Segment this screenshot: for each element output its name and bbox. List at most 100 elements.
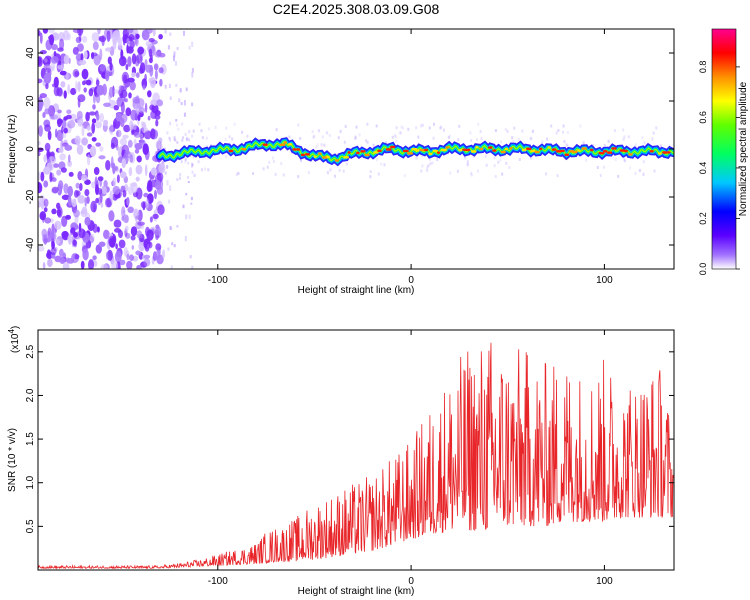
noise-blob bbox=[51, 44, 58, 51]
noise-blob bbox=[63, 183, 69, 194]
halo-speck bbox=[415, 126, 418, 130]
halo-speck bbox=[198, 122, 201, 126]
halo-speck bbox=[184, 132, 187, 136]
noise-blob bbox=[120, 171, 127, 179]
trace-peak bbox=[385, 148, 392, 151]
noise-blob bbox=[106, 249, 113, 261]
noise-speck bbox=[175, 119, 178, 122]
colorbar-ticks: 0.0 0.2 0.4 0.6 0.8 bbox=[698, 61, 740, 275]
noise-blob bbox=[126, 37, 130, 45]
noise-blob bbox=[57, 64, 63, 70]
noise-blob bbox=[128, 166, 133, 177]
halo-speck bbox=[395, 139, 398, 143]
noise-blob bbox=[86, 196, 90, 204]
trace-peak bbox=[547, 146, 551, 149]
halo-speck bbox=[541, 140, 544, 144]
trace-peak bbox=[436, 151, 441, 154]
halo-speck bbox=[197, 160, 200, 164]
noise-blob bbox=[98, 155, 106, 160]
noise-blob bbox=[128, 34, 135, 42]
trace-peak bbox=[530, 149, 535, 153]
trace-peak bbox=[649, 150, 654, 153]
noise-blob bbox=[46, 148, 50, 160]
trace-peak bbox=[424, 148, 428, 152]
noise-blob bbox=[108, 86, 114, 98]
noise-blob bbox=[92, 255, 97, 260]
noise-speck bbox=[173, 244, 176, 248]
y-tick-label: 40 bbox=[25, 47, 36, 59]
halo-speck bbox=[187, 138, 190, 142]
noise-blob bbox=[147, 90, 152, 98]
noise-blob bbox=[115, 189, 120, 195]
trace-peak bbox=[343, 156, 349, 159]
halo-speck bbox=[297, 175, 300, 179]
halo-speck bbox=[280, 162, 283, 166]
noise-blob bbox=[135, 164, 143, 175]
noise-speck bbox=[173, 51, 176, 57]
colorbar-label: Normalized spectral amplitude bbox=[738, 81, 749, 216]
noise-blob bbox=[38, 141, 41, 146]
halo-speck bbox=[634, 172, 637, 175]
noise-blob bbox=[80, 53, 84, 62]
noise-blob bbox=[152, 29, 156, 37]
halo-speck bbox=[428, 126, 431, 130]
trace-peak bbox=[573, 150, 578, 154]
halo-speck bbox=[241, 130, 244, 134]
noise-blob bbox=[56, 208, 62, 217]
noise-blob bbox=[139, 62, 146, 74]
halo-speck bbox=[457, 138, 460, 142]
halo-speck bbox=[326, 171, 329, 175]
noise-blob bbox=[74, 135, 81, 145]
halo-speck bbox=[550, 124, 553, 128]
noise-blob bbox=[84, 197, 87, 207]
noise-blob bbox=[76, 144, 84, 155]
noise-speck bbox=[176, 47, 179, 50]
noise-blob bbox=[105, 160, 111, 171]
noise-speck bbox=[175, 84, 178, 87]
halo-speck bbox=[449, 171, 452, 175]
noise-blob bbox=[154, 229, 160, 236]
snr-scale-label: (x104) bbox=[7, 326, 21, 353]
colorbar-tick-label: 0.6 bbox=[698, 111, 708, 124]
trace-peak bbox=[488, 146, 493, 149]
halo-speck bbox=[208, 127, 210, 131]
halo-speck bbox=[328, 133, 331, 137]
noise-blob bbox=[154, 180, 161, 191]
halo-speck bbox=[439, 126, 442, 130]
trace-peak bbox=[317, 152, 322, 155]
halo-speck bbox=[268, 160, 271, 164]
noise-blob bbox=[95, 79, 100, 87]
y-tick-label: 1.0 bbox=[25, 475, 36, 489]
halo-speck bbox=[622, 128, 625, 132]
halo-speck bbox=[426, 169, 429, 172]
noise-blob bbox=[44, 67, 51, 73]
noise-blob bbox=[89, 145, 97, 157]
noise-blob bbox=[112, 30, 121, 41]
halo-speck bbox=[272, 156, 274, 160]
noise-blob bbox=[138, 106, 146, 114]
halo-speck bbox=[433, 122, 435, 126]
halo-speck bbox=[364, 139, 367, 143]
halo-speck bbox=[275, 128, 278, 132]
noise-speck bbox=[170, 227, 173, 230]
halo-speck bbox=[470, 171, 473, 175]
noise-blob bbox=[93, 167, 100, 175]
trace-peak bbox=[500, 150, 506, 154]
noise-blob bbox=[111, 136, 119, 148]
noise-blob bbox=[127, 139, 133, 148]
trace-peak bbox=[539, 147, 543, 150]
noise-speck bbox=[191, 67, 194, 73]
noise-blob bbox=[99, 48, 103, 61]
noise-blob bbox=[73, 232, 78, 238]
noise-speck bbox=[170, 265, 173, 269]
noise-blob bbox=[67, 233, 73, 244]
noise-blob bbox=[122, 214, 129, 224]
halo-speck bbox=[629, 166, 631, 170]
noise-blob bbox=[49, 218, 54, 223]
noise-blob bbox=[105, 47, 112, 52]
halo-speck bbox=[504, 127, 507, 131]
noise-blob bbox=[76, 110, 83, 121]
halo-speck bbox=[320, 143, 323, 147]
halo-speck bbox=[321, 135, 324, 139]
